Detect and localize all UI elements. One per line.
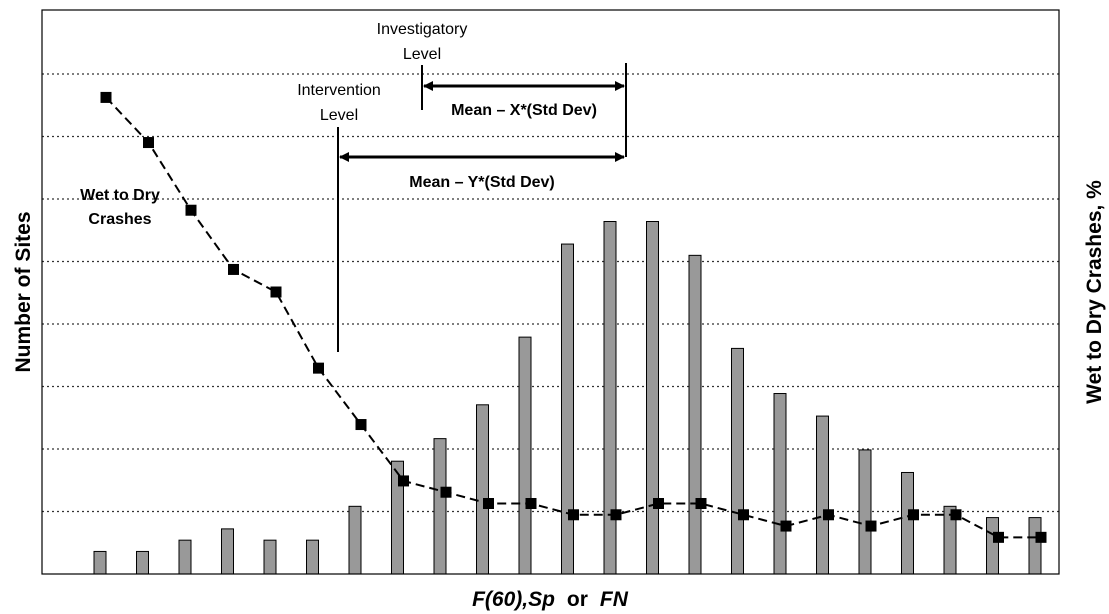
crash-point — [355, 419, 367, 431]
crash-point — [695, 498, 707, 509]
crash-points — [100, 91, 1047, 543]
x-axis-title: F(60),Sp or FN — [472, 588, 629, 611]
crash-point — [270, 286, 282, 298]
crash-point — [398, 475, 409, 487]
crash-point — [993, 531, 1004, 543]
series-label-1: Wet to Dry — [80, 187, 160, 204]
bar — [136, 550, 149, 575]
crash-point — [525, 498, 537, 509]
x-title-or: or — [567, 588, 588, 611]
bar — [433, 438, 447, 575]
crash-point — [100, 91, 112, 103]
crash-point — [313, 362, 324, 374]
bar — [986, 517, 999, 575]
crash-point — [610, 509, 622, 521]
x-title-fn: FN — [600, 588, 629, 611]
crash-point — [185, 204, 197, 216]
crash-point — [653, 498, 664, 509]
bar — [263, 539, 277, 575]
bar — [221, 528, 234, 575]
bar — [306, 539, 319, 575]
crash-point — [228, 263, 239, 275]
bar — [858, 449, 872, 575]
plot-frame — [41, 9, 1060, 575]
crash-point — [865, 520, 877, 532]
bar — [178, 539, 192, 575]
crash-point — [738, 509, 749, 521]
bar — [773, 393, 787, 575]
bar — [348, 505, 362, 575]
series-label-2: Crashes — [88, 211, 151, 228]
gridlines — [42, 73, 1059, 513]
crash-point — [440, 486, 452, 498]
bar — [816, 415, 829, 575]
crash-point — [950, 509, 962, 521]
mean-y-label: Mean – Y*(Std Dev) — [409, 174, 555, 191]
bar — [1028, 517, 1042, 575]
crash-point — [568, 509, 579, 521]
crash-point — [143, 137, 154, 149]
bar — [561, 243, 574, 575]
intervention-label-2: Level — [320, 107, 358, 124]
bar — [518, 336, 532, 575]
y-axis-title: Number of Sites — [12, 211, 35, 372]
crash-point — [908, 509, 919, 521]
x-title-f60: F(60) — [472, 588, 522, 611]
intervention-label-1: Intervention — [297, 82, 381, 99]
crash-point — [1035, 531, 1047, 543]
crash-point — [780, 520, 792, 532]
x-title-sp: ,Sp — [521, 588, 555, 611]
bar — [646, 221, 659, 575]
investigatory-label-1: Investigatory — [377, 21, 468, 38]
bar — [476, 404, 489, 575]
bar — [93, 550, 107, 575]
annotations: Investigatory Level Intervention Level M… — [80, 21, 627, 352]
mean-x-label: Mean – X*(Std Dev) — [451, 102, 597, 119]
bar — [901, 471, 914, 575]
crash-point — [823, 509, 834, 521]
bar — [603, 221, 617, 575]
bar — [688, 254, 702, 575]
bar — [731, 347, 744, 575]
y2-axis-title: Wet to Dry Crashes, % — [1083, 180, 1106, 404]
crash-point — [483, 498, 494, 509]
investigatory-label-2: Level — [403, 46, 441, 63]
